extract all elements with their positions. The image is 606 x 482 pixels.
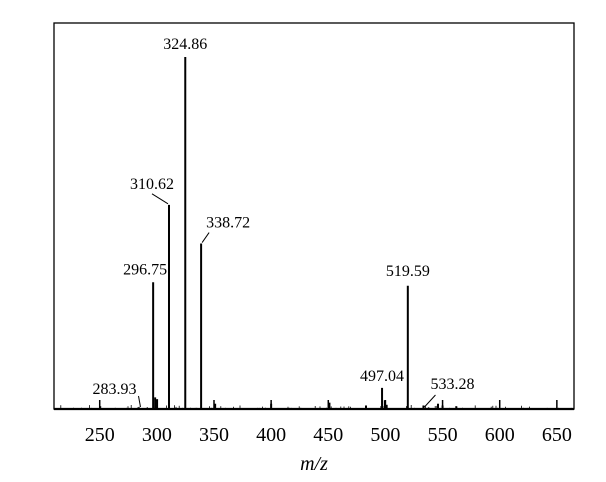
peak-label-533.28: 533.28 — [430, 376, 474, 393]
x-tick-label-450: 450 — [313, 424, 343, 446]
x-tick-label-600: 600 — [485, 424, 515, 446]
label-leader-338.72 — [201, 232, 210, 243]
peak-label-296.75: 296.75 — [123, 261, 167, 278]
x-tick-label-250: 250 — [85, 424, 115, 446]
x-tick-label-350: 350 — [199, 424, 229, 446]
x-tick-label-500: 500 — [370, 424, 400, 446]
peak-label-497.04: 497.04 — [360, 368, 404, 385]
major-peaks — [137, 57, 425, 409]
x-tick-labels: 250 300 350 400 450 500 550 600 650 — [85, 424, 572, 446]
peak-label-338.72: 338.72 — [206, 215, 250, 232]
x-tick-label-550: 550 — [428, 424, 458, 446]
x-tick-label-650: 650 — [542, 424, 572, 446]
peak-label-310.62: 310.62 — [130, 176, 174, 193]
x-tick-label-300: 300 — [142, 424, 172, 446]
peak-label-519.59: 519.59 — [386, 263, 430, 280]
peak-labels: 283.93 296.75 310.62 324.86 338.72 497.04 519.… — [92, 36, 474, 408]
peak-label-283.93: 283.93 — [92, 381, 136, 398]
peak-label-324.86: 324.86 — [163, 36, 207, 53]
label-leader-310.62 — [151, 193, 169, 205]
x-axis-title: m/z — [300, 453, 328, 475]
x-tick-label-400: 400 — [256, 424, 286, 446]
plot-frame — [53, 22, 575, 410]
label-leader-283.93 — [137, 395, 141, 408]
label-leader-533.28 — [424, 394, 436, 408]
x-ticks — [98, 400, 558, 409]
